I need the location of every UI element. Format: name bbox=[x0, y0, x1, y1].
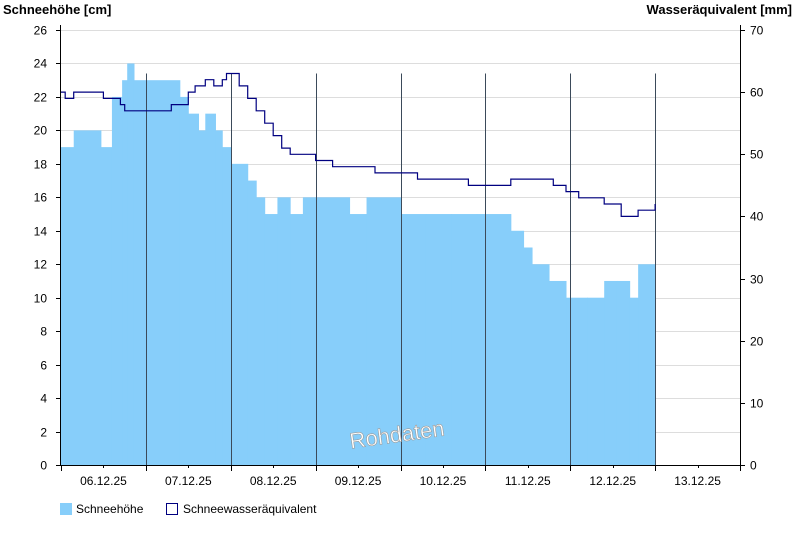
snow-depth-bar bbox=[349, 214, 368, 465]
swe-line-layer bbox=[61, 72, 656, 217]
snow-depth-bar bbox=[315, 197, 351, 466]
snow-depth-bar bbox=[100, 147, 113, 465]
snow-depth-bar bbox=[179, 96, 189, 465]
x-tick-label: 12.12.25 bbox=[589, 474, 636, 488]
snow-depth-bar bbox=[523, 247, 533, 465]
y-left-tick-label: 14 bbox=[34, 225, 48, 239]
snow-depth-bar bbox=[222, 147, 232, 465]
snow-depth-bar bbox=[290, 214, 304, 465]
y-left-tick-label: 26 bbox=[34, 24, 48, 38]
snow-depth-bar bbox=[230, 163, 249, 465]
y-left-tick-label: 16 bbox=[34, 191, 48, 205]
snow-depth-bar bbox=[205, 113, 216, 466]
snow-depth-bar bbox=[425, 214, 452, 465]
day-separator-lines bbox=[146, 73, 656, 465]
y-axis-right-title: Wasseräquivalent [mm] bbox=[647, 2, 792, 17]
y-right-tick-label: 0 bbox=[750, 459, 757, 473]
legend-swatch-swe bbox=[166, 503, 178, 515]
snow-depth-bar bbox=[111, 96, 123, 465]
snow-depth-bar bbox=[510, 230, 525, 465]
x-tick-label: 11.12.25 bbox=[505, 474, 551, 488]
y-right-tick-label: 40 bbox=[750, 210, 764, 224]
y-right-tick-label: 60 bbox=[750, 86, 764, 100]
snow-depth-bar bbox=[451, 214, 478, 465]
y-right-tick-label: 70 bbox=[750, 24, 764, 38]
y-left-tick-label: 24 bbox=[34, 57, 48, 71]
x-tick-label: 06.12.25 bbox=[80, 474, 127, 488]
snow-depth-bar bbox=[247, 180, 257, 466]
y-left-tick-label: 0 bbox=[40, 459, 47, 473]
snow-depth-bar bbox=[277, 197, 291, 466]
legend-label-swe: Schneewasseräquivalent bbox=[183, 502, 317, 516]
snow-depth-bar bbox=[476, 214, 512, 465]
snow-depth-bar bbox=[616, 280, 631, 465]
snow-depth-bar bbox=[145, 80, 181, 465]
y-left-tick-label: 8 bbox=[40, 325, 47, 339]
snow-area-layer bbox=[61, 63, 656, 466]
y-left-tick-label: 12 bbox=[34, 258, 48, 272]
legend-swatch-snow bbox=[60, 503, 72, 515]
snow-depth-bar bbox=[73, 130, 102, 465]
snow-depth-bar bbox=[366, 197, 401, 466]
snow-depth-bar bbox=[638, 264, 656, 465]
tick-labels: 0246810121416182022242601020304050607006… bbox=[34, 24, 764, 489]
snow-depth-bar bbox=[61, 147, 75, 465]
snow-depth-bar bbox=[532, 264, 550, 465]
axes bbox=[56, 25, 745, 471]
snow-depth-bar bbox=[400, 214, 427, 465]
snow-depth-bar bbox=[587, 297, 605, 465]
snow-depth-bar bbox=[256, 197, 266, 466]
y-left-tick-label: 20 bbox=[34, 124, 48, 138]
legend-label-snow: Schneehöhe bbox=[76, 502, 144, 516]
y-right-tick-label: 50 bbox=[750, 148, 764, 162]
y-right-tick-label: 20 bbox=[750, 335, 764, 349]
snow-depth-bar bbox=[566, 297, 588, 465]
snow-depth-bar bbox=[264, 214, 278, 465]
snow-depth-bar bbox=[549, 280, 567, 465]
y-right-tick-label: 30 bbox=[750, 273, 764, 287]
snow-depth-bar bbox=[127, 63, 135, 465]
y-left-tick-label: 4 bbox=[40, 392, 47, 406]
y-left-tick-label: 2 bbox=[40, 426, 47, 440]
y-left-tick-label: 18 bbox=[34, 158, 48, 172]
y-left-tick-label: 6 bbox=[40, 359, 47, 373]
snow-depth-bar bbox=[302, 197, 317, 466]
snow-depth-bar bbox=[188, 113, 199, 466]
legend: Schneehöhe Schneewasseräquivalent bbox=[60, 502, 317, 516]
swe-series-line bbox=[61, 72, 656, 217]
y-axis-left-title: Schneehöhe [cm] bbox=[3, 2, 111, 17]
snow-depth-bar bbox=[629, 297, 639, 465]
y-right-tick-label: 10 bbox=[750, 397, 764, 411]
snow-depth-bar bbox=[215, 130, 223, 465]
snow-depth-bar bbox=[198, 130, 206, 465]
snow-depth-bar bbox=[604, 280, 618, 465]
x-tick-label: 10.12.25 bbox=[420, 474, 467, 488]
snow-depth-bar bbox=[133, 80, 147, 465]
x-tick-label: 09.12.25 bbox=[335, 474, 382, 488]
x-tick-label: 07.12.25 bbox=[165, 474, 212, 488]
x-tick-label: 08.12.25 bbox=[250, 474, 297, 488]
snow-depth-bar bbox=[122, 80, 128, 465]
y-left-tick-label: 10 bbox=[34, 292, 48, 306]
y-left-tick-label: 22 bbox=[34, 91, 48, 105]
x-tick-label: 13.12.25 bbox=[674, 474, 721, 488]
